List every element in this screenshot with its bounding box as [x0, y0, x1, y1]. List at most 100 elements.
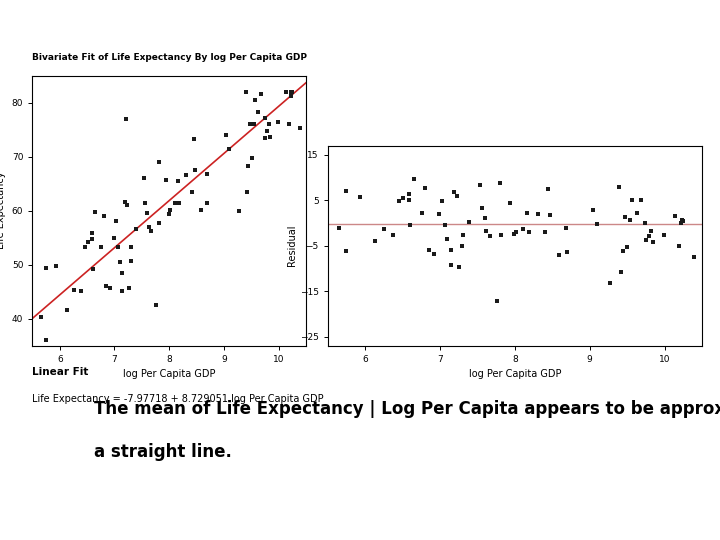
- Point: [98, 211, 109, 220]
- Point: [553, 251, 564, 259]
- Point: [510, 227, 522, 236]
- Point: [474, 181, 486, 190]
- Point: [485, 231, 496, 240]
- Point: [121, 201, 132, 210]
- Point: [244, 119, 256, 128]
- Point: [153, 157, 164, 166]
- Point: [201, 170, 212, 178]
- Point: [450, 119, 462, 128]
- Point: [508, 230, 520, 238]
- Point: [379, 225, 390, 233]
- Point: [544, 211, 555, 220]
- Point: [445, 246, 456, 254]
- Point: [241, 188, 253, 197]
- Point: [256, 90, 267, 99]
- Point: [141, 209, 153, 218]
- Point: [104, 284, 116, 293]
- Point: [143, 223, 154, 232]
- Point: [50, 262, 62, 271]
- Point: [189, 165, 200, 174]
- Point: [248, 120, 259, 129]
- Point: [464, 218, 475, 227]
- Point: [433, 210, 444, 219]
- Point: [622, 242, 634, 251]
- Point: [240, 87, 251, 96]
- Point: [140, 199, 151, 208]
- Point: [174, 198, 185, 207]
- Point: [451, 192, 463, 201]
- Point: [284, 120, 295, 129]
- Point: [591, 219, 603, 228]
- X-axis label: log Per Capita GDP: log Per Capita GDP: [123, 369, 215, 379]
- Point: [419, 184, 431, 192]
- Point: [265, 132, 276, 141]
- Text: Life Expectancy = -7.97718 + 8.729051 log Per Capita GDP: Life Expectancy = -7.97718 + 8.729051 lo…: [32, 394, 324, 404]
- Point: [79, 242, 91, 251]
- Y-axis label: Residual: Residual: [287, 225, 297, 266]
- Text: Linear Fit: Linear Fit: [32, 367, 89, 377]
- Point: [138, 173, 150, 182]
- Point: [246, 153, 257, 162]
- Point: [233, 207, 245, 216]
- Point: [439, 220, 451, 229]
- Point: [532, 210, 544, 218]
- Text: Bivariate Fit of Life Expectancy By log Per Capita GDP: Bivariate Fit of Life Expectancy By log …: [32, 53, 307, 62]
- Point: [456, 242, 468, 251]
- Point: [405, 221, 416, 230]
- Point: [75, 287, 86, 296]
- Point: [261, 127, 273, 136]
- Point: [369, 237, 381, 246]
- Point: [285, 92, 297, 100]
- Point: [416, 208, 428, 217]
- Point: [253, 107, 264, 116]
- Point: [678, 216, 689, 225]
- Point: [117, 269, 128, 278]
- Point: [130, 224, 142, 233]
- Point: [441, 234, 453, 243]
- Point: [259, 134, 271, 143]
- Point: [658, 231, 670, 240]
- Point: [645, 226, 657, 235]
- Point: [150, 301, 162, 309]
- Point: [120, 115, 132, 124]
- Point: [669, 212, 680, 220]
- Point: [491, 297, 503, 306]
- Point: [223, 145, 235, 154]
- Point: [165, 205, 176, 214]
- Point: [635, 196, 647, 205]
- Point: [68, 286, 80, 294]
- Point: [624, 215, 636, 224]
- Point: [287, 87, 298, 96]
- Point: [647, 238, 659, 247]
- Point: [397, 194, 409, 202]
- Point: [479, 213, 490, 222]
- Point: [62, 306, 73, 314]
- Point: [272, 117, 284, 126]
- Y-axis label: Life Expectancy: Life Expectancy: [0, 172, 6, 249]
- Point: [675, 219, 687, 227]
- Point: [196, 206, 207, 215]
- Point: [263, 119, 274, 128]
- Point: [387, 231, 399, 239]
- Point: [517, 225, 528, 234]
- Point: [125, 243, 137, 252]
- Point: [560, 224, 572, 232]
- Point: [523, 228, 534, 237]
- Point: [613, 183, 625, 191]
- Point: [90, 207, 102, 216]
- Point: [40, 264, 51, 273]
- Point: [180, 171, 192, 179]
- Point: [588, 205, 599, 214]
- Point: [543, 185, 554, 193]
- Point: [408, 174, 420, 183]
- Point: [145, 227, 157, 235]
- Point: [202, 198, 213, 207]
- Point: [639, 219, 651, 227]
- Point: [40, 336, 51, 345]
- Point: [340, 247, 351, 255]
- Point: [86, 228, 98, 237]
- Point: [521, 208, 533, 217]
- Point: [428, 249, 439, 258]
- Point: [249, 96, 261, 104]
- Point: [626, 196, 638, 205]
